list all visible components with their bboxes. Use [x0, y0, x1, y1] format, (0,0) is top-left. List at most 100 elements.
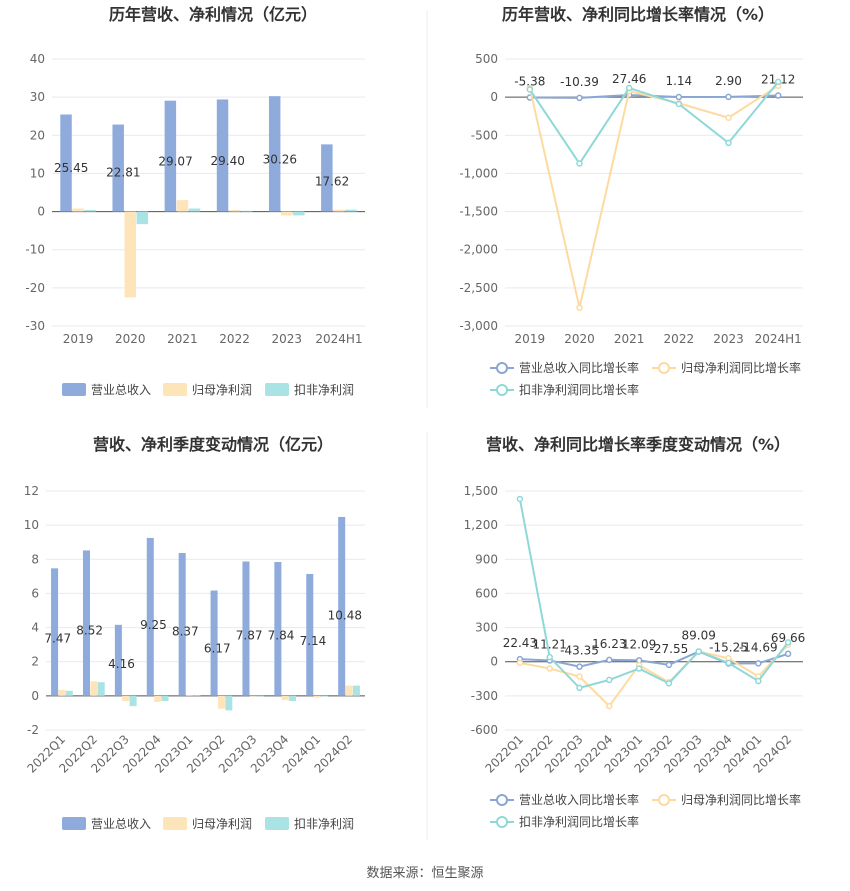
- legend-label: 营业总收入: [91, 383, 151, 397]
- y-tick-label: 4: [31, 621, 39, 635]
- bar-revenue: [146, 537, 154, 696]
- y-tick-label: 6: [31, 586, 39, 600]
- y-tick-label: 300: [475, 621, 498, 635]
- bar-net-profit: [249, 695, 257, 697]
- data-point: [755, 677, 762, 685]
- data-point: [606, 656, 613, 664]
- y-tick-label: 2: [31, 655, 39, 669]
- data-point: [546, 653, 553, 661]
- data-label: -27.55: [650, 642, 689, 656]
- legend-label: 扣非净利润同比增长率: [519, 814, 639, 829]
- legend-swatch: [163, 817, 187, 830]
- data-point: [725, 659, 732, 667]
- bar-deducted-profit: [321, 695, 329, 697]
- x-tick-label: 2022: [664, 332, 695, 346]
- annual-growth-chart: 历年营收、净利同比增长率情况（%） 500 0 -500 -1,000 -1,500 -2,…: [459, 5, 803, 397]
- legend-label: 归母净利润同比增长率: [681, 792, 801, 807]
- bar-deducted-profit: [257, 695, 265, 697]
- legend-swatch: [62, 817, 86, 830]
- data-point: [516, 659, 524, 667]
- data-label: 4.16: [108, 657, 135, 671]
- data-point: [576, 94, 583, 102]
- y-tick-label: -10: [25, 243, 45, 257]
- data-label: 9.25: [140, 618, 167, 632]
- legend-marker: [658, 794, 670, 806]
- chart-title: 营收、净利季度变动情况（亿元）: [93, 435, 333, 454]
- data-point: [606, 702, 613, 710]
- data-label: 8.37: [172, 625, 199, 639]
- data-point: [665, 661, 673, 669]
- data-label: 16.23: [592, 637, 626, 651]
- legend-label: 归母净利润: [192, 817, 252, 831]
- series-line-1: [528, 84, 779, 308]
- bar-revenue: [210, 590, 218, 696]
- data-label: 29.07: [158, 155, 192, 169]
- legend-label: 归母净利润同比增长率: [681, 360, 801, 375]
- chart-title: 营收、净利同比增长率季度变动情况（%）: [486, 435, 790, 454]
- x-tick-label: 2021: [614, 332, 645, 346]
- data-point: [635, 665, 643, 672]
- data-label: 69.66: [771, 631, 805, 645]
- y-tick-label: 30: [30, 90, 45, 104]
- bar-revenue: [338, 516, 346, 696]
- x-tick-label: 2022: [219, 332, 250, 346]
- legend-label: 归母净利润: [192, 383, 252, 397]
- y-tick-label: 1,200: [464, 518, 498, 532]
- y-tick-label: -3,000: [459, 319, 498, 333]
- data-point: [695, 648, 702, 655]
- bar-deducted-profit: [289, 695, 297, 701]
- y-tick-label: -300: [471, 689, 498, 703]
- data-point: [576, 304, 583, 311]
- bar-revenue: [164, 100, 177, 212]
- data-point: [774, 78, 782, 86]
- bar-revenue: [216, 99, 229, 212]
- bar-deducted-profit: [136, 211, 149, 225]
- data-label: 7.87: [236, 628, 263, 642]
- bar-revenue: [321, 144, 333, 212]
- legend-label: 扣非净利润同比增长率: [519, 382, 639, 397]
- bar-deducted-profit: [84, 210, 96, 212]
- bar-deducted-profit: [97, 682, 105, 696]
- data-point: [546, 665, 553, 672]
- legend-label: 营业总收入: [91, 817, 151, 831]
- bar-net-profit: [72, 208, 84, 212]
- bar-deducted-profit: [352, 685, 360, 696]
- data-point: [784, 639, 792, 646]
- legend-marker: [496, 816, 508, 828]
- bar-net-profit: [90, 681, 98, 696]
- bar-revenue: [306, 573, 314, 696]
- legend-swatch: [265, 383, 289, 396]
- legend-label: 扣非净利润: [294, 817, 354, 831]
- data-point: [625, 84, 633, 92]
- bar-deducted-profit: [65, 690, 73, 696]
- legend-marker: [496, 384, 508, 396]
- bar-deducted-profit: [293, 211, 305, 216]
- bar-net-profit: [217, 695, 225, 709]
- bar-deducted-profit: [225, 695, 233, 711]
- data-label: -15.25: [709, 640, 748, 654]
- data-point: [576, 663, 583, 670]
- data-point: [675, 93, 683, 101]
- bar-revenue: [51, 568, 59, 696]
- y-tick-label: 0: [31, 689, 39, 703]
- bar-revenue: [112, 124, 124, 212]
- y-tick-label: 900: [475, 552, 498, 566]
- data-point: [675, 100, 683, 108]
- bar-deducted-profit: [188, 208, 201, 212]
- bar-revenue: [82, 550, 90, 696]
- y-tick-label: -30: [25, 319, 45, 333]
- data-label: 12.09: [622, 637, 656, 651]
- x-tick-label: 2023: [271, 332, 302, 346]
- legend-label: 营业总收入同比增长率: [519, 360, 639, 375]
- x-tick-label: 2020: [115, 332, 146, 346]
- data-label: -5.38: [514, 75, 545, 89]
- data-label: 7.47: [44, 631, 71, 645]
- y-tick-label: 1,500: [464, 484, 498, 498]
- quarterly-amount-chart: 营收、净利季度变动情况（亿元）121086420-22022Q12022Q220…: [24, 435, 365, 831]
- data-label: 17.62: [315, 174, 349, 188]
- data-point: [725, 139, 732, 147]
- data-label: 10.48: [328, 608, 362, 622]
- data-label: 89.09: [682, 629, 716, 643]
- bar-deducted-profit: [161, 695, 169, 701]
- bar-deducted-profit: [240, 210, 253, 212]
